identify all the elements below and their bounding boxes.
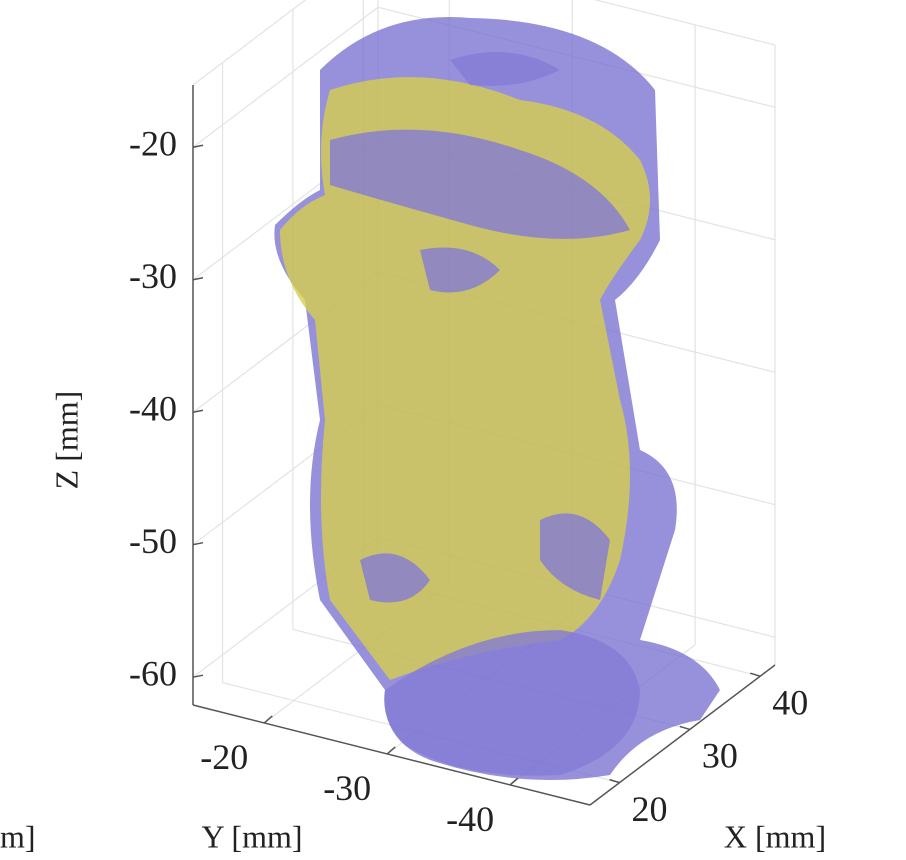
x-axis-label: X [mm]: [724, 818, 826, 854]
y-tick: [509, 777, 519, 786]
z-tick-label: -20: [129, 124, 177, 164]
z-tick-label: -30: [129, 256, 177, 296]
y-tick: [386, 746, 396, 755]
z-tick-label: -60: [129, 653, 177, 693]
y-tick-label: -20: [200, 737, 248, 777]
y-tick: [263, 715, 273, 724]
x-axis: [589, 664, 776, 806]
grid-line: [192, 6, 379, 148]
z-tick: [192, 277, 204, 281]
y-tick-label: -30: [323, 768, 371, 808]
z-tick-label: -50: [129, 521, 177, 561]
surface-patch: [330, 129, 630, 239]
clipped-label: m]: [0, 818, 36, 854]
x-tick-label: 20: [632, 789, 668, 829]
z-axis-label: Z [mm]: [48, 391, 84, 490]
z-tick: [192, 144, 204, 149]
x-tick: [679, 725, 691, 731]
z-tick: [192, 674, 204, 678]
x-tick-label: 30: [702, 736, 738, 776]
x-tick: [609, 778, 620, 784]
y-axis: [192, 704, 591, 806]
box-edge: [593, 0, 776, 46]
y-axis-label: Y [mm]: [201, 818, 302, 854]
surface-patch: [384, 630, 640, 776]
z-tick: [192, 409, 204, 413]
z-tick: [192, 541, 204, 546]
surface-patch: [360, 52, 610, 603]
y-tick-label: -40: [446, 799, 494, 839]
z-tick-label: -40: [129, 388, 177, 428]
x-tick-label: 40: [772, 682, 808, 722]
surface: [274, 17, 720, 780]
x-tick: [750, 672, 761, 677]
box-edge: [192, 0, 307, 86]
